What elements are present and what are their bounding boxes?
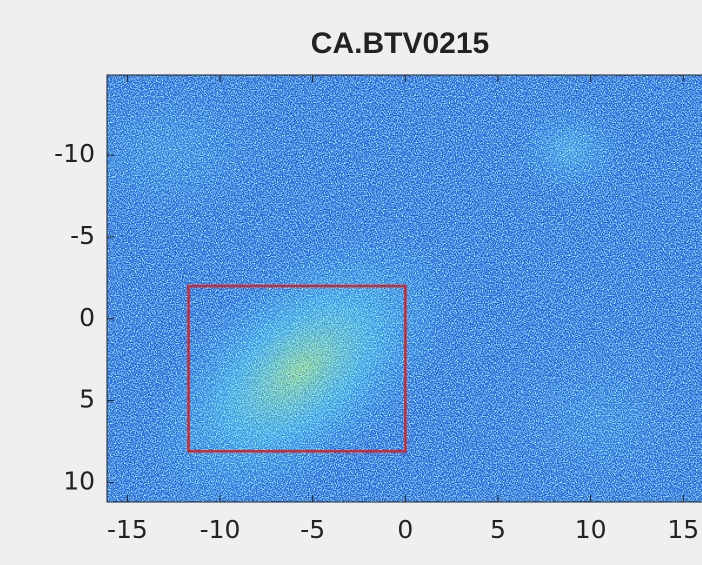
y-tick-label: -10 [54, 139, 95, 168]
y-tick-label: 10 [63, 466, 95, 495]
x-tick-label: -5 [300, 515, 325, 544]
x-tick-label: 15 [667, 515, 699, 544]
y-tick-label: 0 [79, 303, 95, 332]
x-tick-label: 5 [490, 515, 506, 544]
y-tick-label: -5 [70, 221, 95, 250]
plot-frame [106, 74, 702, 503]
x-tick-label: -15 [107, 515, 148, 544]
x-tick-label: 10 [575, 515, 607, 544]
x-tick-label: 0 [397, 515, 413, 544]
roi-box [187, 284, 407, 453]
y-tick-label: 5 [79, 385, 95, 414]
chart-title: CA.BTV0215 [311, 27, 489, 60]
camera-image [107, 75, 702, 502]
x-tick-label: -10 [200, 515, 241, 544]
